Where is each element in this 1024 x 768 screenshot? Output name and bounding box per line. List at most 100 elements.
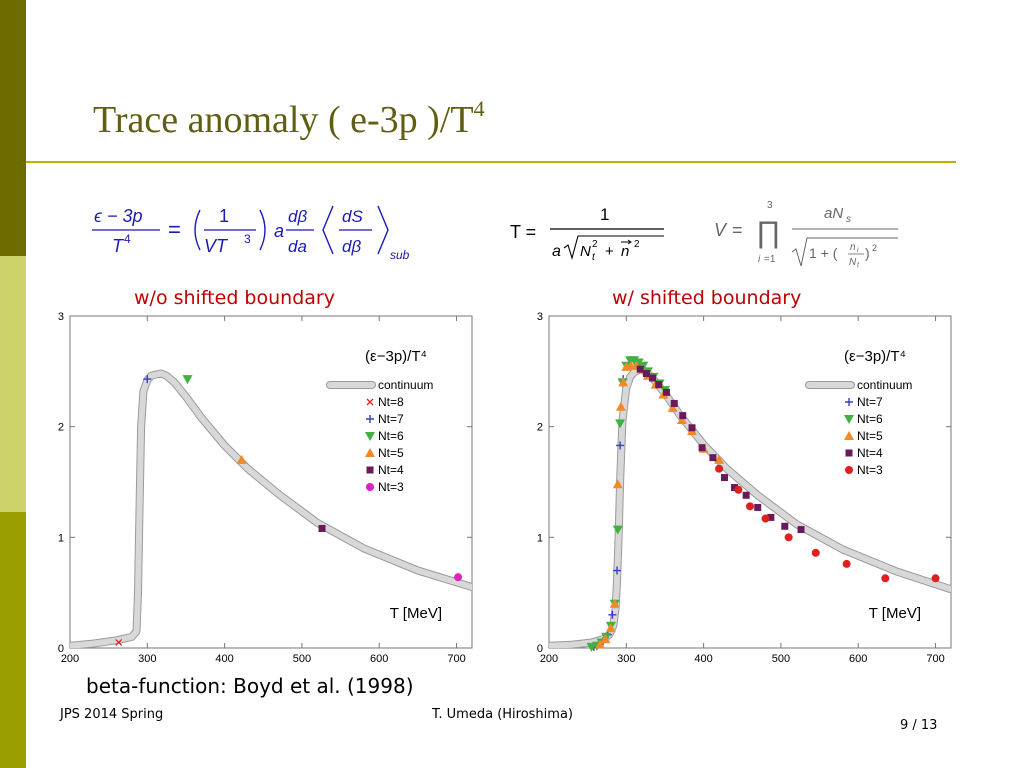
- x-tick-label: 500: [293, 653, 311, 665]
- svg-text:t: t: [857, 262, 860, 269]
- data-point: [784, 533, 793, 542]
- y-tick-label: 2: [537, 422, 543, 434]
- svg-text:2: 2: [592, 239, 598, 250]
- svg-text:t: t: [592, 252, 596, 263]
- svg-text:V: V: [714, 220, 728, 240]
- legend-label: Nt=6: [378, 429, 404, 443]
- svg-text:1 + (: 1 + (: [809, 245, 838, 261]
- svg-text:3: 3: [244, 232, 251, 246]
- svg-text:2: 2: [872, 243, 877, 253]
- data-point: [616, 441, 625, 450]
- sidebar-bottom: [0, 512, 26, 768]
- reference-note: beta-function: Boyd et al. (1998): [86, 674, 414, 698]
- data-point: [649, 374, 657, 382]
- right-plot-caption: w/ shifted boundary: [612, 287, 802, 309]
- svg-text:dβ: dβ: [288, 207, 307, 226]
- data-point: [676, 415, 687, 425]
- svg-text:n: n: [621, 243, 629, 260]
- series-nt4: [318, 524, 326, 532]
- data-point: [698, 444, 706, 452]
- svg-text:1: 1: [600, 205, 609, 224]
- series-nt3: [454, 573, 463, 582]
- data-point: [746, 502, 754, 511]
- svg-text:s: s: [846, 214, 851, 225]
- data-point: [633, 358, 644, 368]
- temperature-equation: T = 1 a N t 2 + n 2: [510, 205, 664, 263]
- series-nt6: [182, 375, 193, 385]
- svg-text:da: da: [288, 237, 307, 256]
- data-point: [797, 526, 805, 534]
- data-point: [767, 513, 775, 521]
- data-point: [663, 388, 671, 396]
- plot-frame: [548, 315, 952, 649]
- svg-text:a: a: [552, 243, 561, 260]
- x-tick-label: 300: [138, 653, 156, 665]
- svg-text:4: 4: [124, 232, 131, 246]
- data-point: [636, 365, 644, 373]
- svg-text:2: 2: [634, 239, 640, 250]
- volume-equation: V = 3 ∏ i =1 aN s 1 + ( n i N t ) 2: [714, 200, 898, 269]
- y-tick-label: 2: [58, 422, 64, 434]
- svg-text:n: n: [850, 242, 856, 253]
- legend-marker: [845, 466, 853, 474]
- data-point: [781, 522, 789, 530]
- data-point: [608, 610, 617, 619]
- title-rule: [26, 161, 956, 163]
- data-point: [600, 634, 611, 644]
- legend-label: Nt=6: [857, 412, 883, 426]
- data-point: [688, 424, 696, 432]
- y-tick-label: 1: [58, 532, 64, 544]
- svg-text:dS: dS: [342, 207, 363, 226]
- right-chart: 200 300 400 500 600 700 0 1 2 3 (ε−3p)/T⁴ T [MeV] co…: [537, 311, 952, 665]
- x-tick-label: 700: [447, 653, 465, 665]
- legend-marker: [366, 415, 374, 423]
- legend-label: Nt=7: [378, 412, 404, 426]
- data-point: [595, 639, 606, 649]
- data-point: [609, 598, 620, 608]
- legend-marker: [844, 431, 854, 440]
- data-point: [754, 503, 762, 511]
- svg-text:=: =: [732, 220, 743, 240]
- svg-text:=1: =1: [764, 254, 776, 265]
- footer-center: T. Umeda (Hiroshima): [432, 707, 573, 722]
- x-tick-label: 600: [370, 653, 388, 665]
- legend-label: Nt=5: [378, 446, 404, 460]
- legend-marker: [366, 483, 374, 491]
- data-point: [115, 639, 123, 646]
- legend-label: Nt=5: [857, 429, 883, 443]
- data-point: [143, 375, 152, 384]
- data-point: [612, 525, 623, 535]
- legend-marker: [845, 398, 853, 406]
- svg-text:∏: ∏: [756, 216, 781, 249]
- x-tick-label: 200: [540, 653, 558, 665]
- svg-text:=: =: [168, 217, 181, 242]
- data-point: [734, 485, 743, 494]
- data-point: [731, 484, 739, 492]
- data-point: [670, 399, 678, 407]
- slide-title-superscript: 4: [473, 96, 485, 121]
- series-nt7: [143, 375, 152, 384]
- svg-text:aN: aN: [824, 205, 843, 222]
- legend: continuum Nt=8 Nt=7 Nt=6 Nt=5 Nt=4 Nt=3: [326, 378, 433, 494]
- legend-label: Nt=3: [378, 480, 404, 494]
- y-tick-label: 1: [537, 532, 543, 544]
- legend-label: Nt=8: [378, 395, 404, 409]
- data-point: [715, 464, 724, 473]
- slide-title-text: Trace anomaly ( e-3p )/T: [93, 99, 474, 141]
- legend-label: Nt=7: [857, 395, 883, 409]
- data-point: [182, 375, 193, 385]
- x-axis-label: T [MeV]: [390, 605, 442, 622]
- data-point: [613, 566, 622, 575]
- left-plot-caption: w/o shifted boundary: [134, 287, 335, 309]
- sidebar-top: [0, 0, 26, 256]
- svg-text:ϵ − 3p: ϵ − 3p: [94, 206, 142, 226]
- x-tick-label: 300: [617, 653, 635, 665]
- footer-left: JPS 2014 Spring: [60, 707, 164, 722]
- legend-marker: [366, 398, 374, 406]
- y-tick-label: 3: [537, 311, 543, 323]
- svg-text:T =: T =: [510, 222, 536, 242]
- data-point: [714, 454, 725, 464]
- svg-text:sub: sub: [390, 248, 410, 262]
- data-point: [720, 474, 728, 482]
- data-point: [618, 377, 629, 387]
